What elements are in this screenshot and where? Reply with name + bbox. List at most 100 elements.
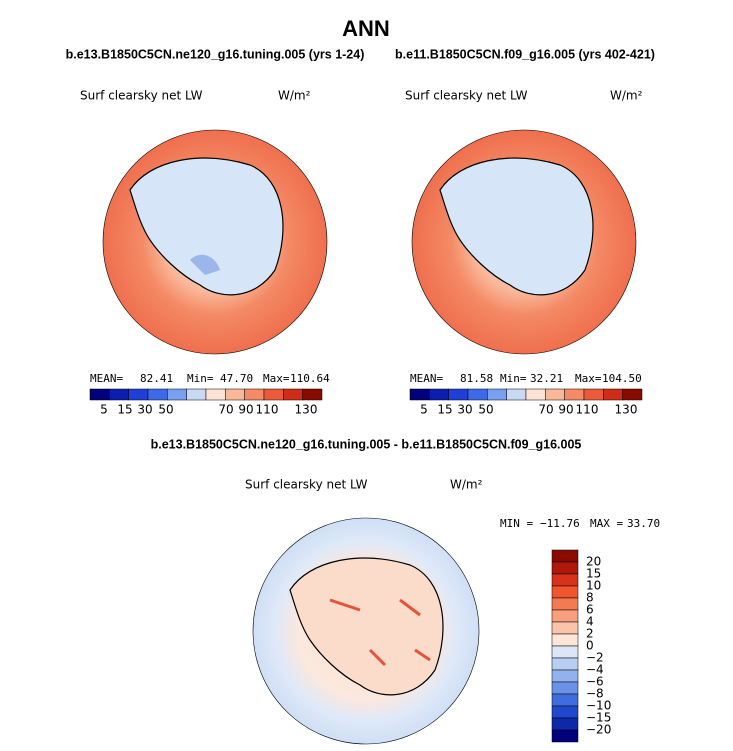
colorbar-box [109, 388, 129, 401]
colorbar-box [467, 388, 488, 401]
colorbar-label: 15 [437, 403, 452, 417]
colorbar-box [551, 681, 579, 695]
colorbar-box [551, 717, 579, 731]
colorbar-box [551, 729, 579, 743]
colorbar-label: 5 [420, 403, 428, 417]
colorbar-box [551, 693, 579, 707]
colorbar-box [551, 597, 579, 611]
colorbar-box [525, 388, 546, 401]
stats-label: MEAN= [90, 372, 123, 385]
panel-subtitle: b.e13.B1850C5CN.ne120_g16.tuning.005 (yr… [66, 47, 365, 61]
colorbar-box [448, 388, 469, 401]
stats-label: MEAN= [410, 372, 443, 385]
colorbar-box [128, 388, 149, 401]
colorbar-label: 15 [586, 567, 601, 581]
colorbar-label: 130 [615, 403, 638, 417]
colorbar-label: 110 [576, 403, 599, 417]
colorbar-label: 110 [256, 403, 279, 417]
panel-subtitle: b.e11.B1850C5CN.f09_g16.005 (yrs 402-421… [395, 47, 655, 61]
colorbar-label: 30 [137, 403, 152, 417]
colorbar-box [244, 388, 265, 401]
colorbar-box [564, 388, 585, 401]
colorbar: 5 15 30 50 70 90 110 130 [409, 388, 643, 417]
stats-value: 104.50 [602, 372, 642, 385]
colorbar-box [603, 388, 623, 401]
colorbar-label: 0 [586, 639, 594, 653]
colorbar: 5 15 30 50 70 90 110 130 [89, 388, 323, 417]
colorbar-box [551, 573, 579, 587]
colorbar-box [551, 657, 579, 671]
colorbar-box [622, 388, 643, 401]
field-label: Surf clearsky net LW [80, 89, 203, 103]
colorbar-box [225, 388, 245, 401]
polar-map [411, 129, 637, 355]
colorbar-box [429, 388, 449, 401]
colorbar-box [551, 645, 579, 659]
polar-map [102, 129, 328, 355]
stats-value: 32.21 [530, 372, 563, 385]
colorbar-label: −8 [586, 687, 604, 701]
units-label: W/m² [610, 89, 643, 103]
field-label: Surf clearsky net LW [405, 89, 528, 103]
colorbar-box [551, 561, 579, 575]
stats-label: Max= [575, 372, 602, 385]
stats-label: Min= [187, 372, 214, 385]
colorbar-box [89, 388, 110, 401]
colorbar-box [551, 705, 579, 719]
stats-value: 82.41 [140, 372, 173, 385]
colorbar-box [263, 388, 284, 401]
colorbar-label: 4 [586, 615, 594, 629]
panel-subtitle: b.e13.B1850C5CN.ne120_g16.tuning.005 - b… [151, 437, 582, 451]
colorbar-label: 70 [538, 403, 553, 417]
colorbar-label: 20 [586, 555, 601, 569]
colorbar-box [283, 388, 303, 401]
colorbar-box [583, 388, 604, 401]
colorbar-box [487, 388, 507, 401]
colorbar-label: 90 [238, 403, 253, 417]
colorbar-label: −20 [586, 723, 611, 737]
colorbar-label: −4 [586, 663, 604, 677]
colorbar-box [551, 621, 579, 635]
colorbar-box [147, 388, 168, 401]
colorbar-label: 15 [117, 403, 132, 417]
stats-value: 33.70 [627, 517, 660, 530]
colorbar-label: 5 [100, 403, 108, 417]
colorbar-label: 90 [558, 403, 573, 417]
stats-value: −11.76 [540, 517, 580, 530]
colorbar-box [302, 388, 323, 401]
stats-label: Max= [263, 372, 290, 385]
units-label: W/m² [278, 89, 311, 103]
colorbar-box [545, 388, 565, 401]
field-label: Surf clearsky net LW [245, 478, 368, 492]
stats-label: MAX = [590, 517, 623, 530]
colorbar-label: 50 [158, 403, 173, 417]
colorbar-box [506, 388, 527, 401]
polar-map [252, 517, 480, 745]
colorbar-box [551, 609, 579, 623]
colorbar-box [167, 388, 187, 401]
colorbar-label: −2 [586, 651, 604, 665]
colorbar-label: −6 [586, 675, 604, 689]
figure-title: ANN [342, 16, 390, 41]
stats-value: 47.70 [220, 372, 253, 385]
colorbar-label: 30 [457, 403, 472, 417]
colorbar-box [409, 388, 430, 401]
colorbar-box [205, 388, 226, 401]
colorbar-box [551, 549, 579, 563]
colorbar-label: 130 [295, 403, 318, 417]
colorbar-box [551, 585, 579, 599]
stats-value: 81.58 [460, 372, 493, 385]
colorbar-box [551, 633, 579, 647]
colorbar-label: 8 [586, 591, 594, 605]
units-label: W/m² [450, 478, 483, 492]
colorbar-label: 10 [586, 579, 601, 593]
colorbar-label: 70 [218, 403, 233, 417]
colorbar-label: −15 [586, 711, 611, 725]
stats-label: MIN = [500, 517, 533, 530]
colorbar-box [551, 669, 579, 683]
colorbar-label: 2 [586, 627, 594, 641]
colorbar-box [186, 388, 207, 401]
colorbar-label: −10 [586, 699, 611, 713]
